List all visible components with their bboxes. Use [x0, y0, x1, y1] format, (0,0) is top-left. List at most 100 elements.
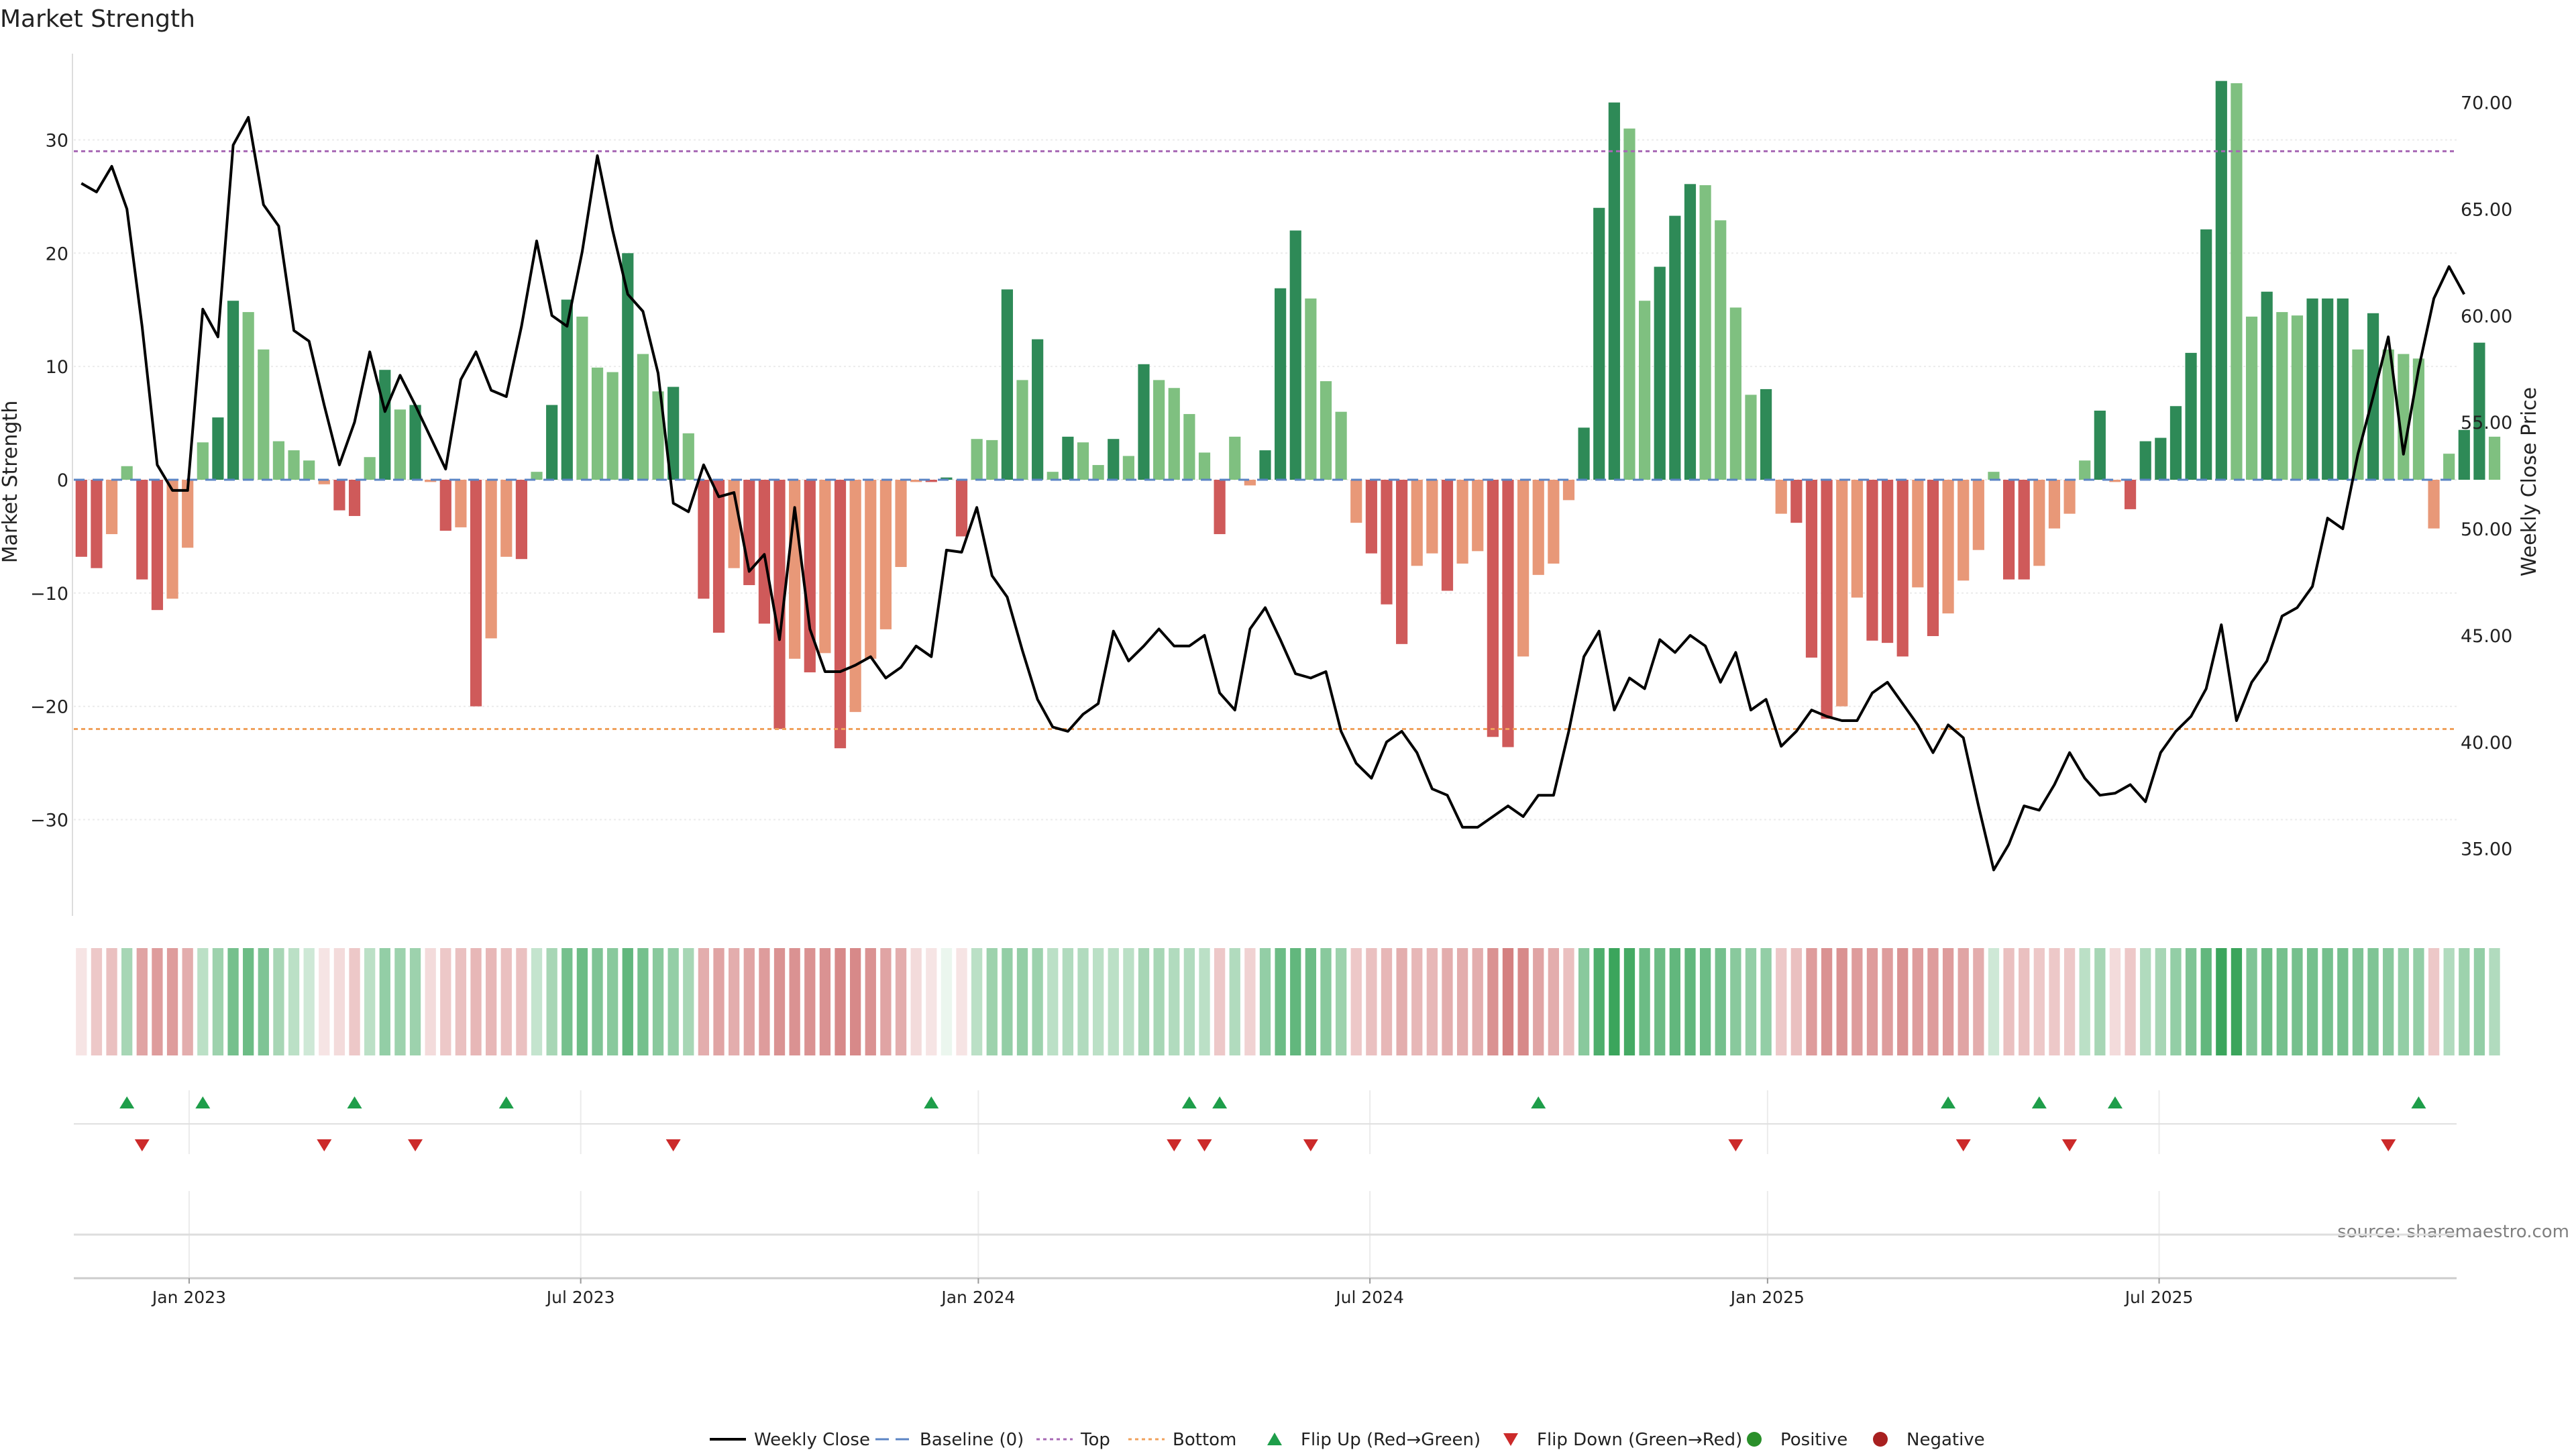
- strength-bar: [105, 480, 118, 535]
- heat-strip-cell: [2033, 948, 2045, 1055]
- heat-strip-cell: [2231, 948, 2243, 1055]
- y-left-tick-label: −30: [30, 811, 68, 831]
- strength-bar: [2200, 229, 2212, 480]
- heat-strip-cell: [500, 948, 512, 1055]
- strength-bar: [500, 480, 513, 557]
- strength-bar: [698, 480, 710, 599]
- heat-strip-cell: [91, 948, 103, 1055]
- heat-strip-cell: [2367, 948, 2379, 1055]
- heat-strip-cell: [1609, 948, 1620, 1055]
- strength-bar: [1198, 452, 1211, 480]
- heat-strip-cell: [592, 948, 603, 1055]
- strength-bar: [1654, 266, 1666, 480]
- strength-bar: [1699, 185, 1711, 480]
- heat-strip-cell: [1275, 948, 1286, 1055]
- strength-bar: [1001, 289, 1013, 480]
- heat-strip-cell: [759, 948, 770, 1055]
- legend-label: Negative: [1907, 1430, 1985, 1449]
- strength-bar: [1578, 427, 1590, 480]
- heat-strip-cell: [1214, 948, 1226, 1055]
- strength-bar: [667, 386, 680, 480]
- legend-layer: Weekly Close Baseline (0) Top Bottom Flip Up…: [710, 1430, 1985, 1450]
- heat-strip-cell: [2170, 948, 2182, 1055]
- heat-strip-cell: [212, 948, 224, 1055]
- heat-strip-cell: [743, 948, 755, 1055]
- heat-strip-cell: [333, 948, 345, 1055]
- strength-bar: [151, 480, 164, 611]
- heat-strip-cell: [166, 948, 178, 1055]
- heat-strip-cell: [1776, 948, 1787, 1055]
- strength-bar: [1259, 450, 1271, 480]
- strength-bar: [1957, 480, 1970, 581]
- strength-bar: [1942, 480, 1954, 614]
- strength-bar: [1153, 380, 1165, 480]
- strength-bar: [1183, 414, 1195, 480]
- heat-strip-cell: [1047, 948, 1059, 1055]
- strength-bar: [1138, 364, 1150, 480]
- strength-bar: [2488, 436, 2501, 480]
- heat-strip-cell: [409, 948, 421, 1055]
- flip-down-marker: [665, 1139, 681, 1151]
- heat-strip-cell: [2261, 948, 2273, 1055]
- legend-label: Flip Up (Red→Green): [1301, 1430, 1481, 1449]
- flip-down-marker: [1728, 1139, 1743, 1151]
- strength-bar: [1896, 480, 1909, 657]
- strength-bar: [1046, 472, 1059, 480]
- x-tick-label: Jul 2024: [1334, 1288, 1404, 1307]
- heat-strip-cell: [910, 948, 922, 1055]
- heat-strip-cell: [1851, 948, 1863, 1055]
- strength-bar: [470, 480, 482, 707]
- strength-bar: [1532, 480, 1544, 575]
- legend-label: Positive: [1780, 1430, 1847, 1449]
- strength-bar: [879, 480, 892, 629]
- legend-swatch-flip-down: [1503, 1433, 1518, 1446]
- strength-bar: [1456, 480, 1468, 564]
- heat-strip-cell: [1381, 948, 1393, 1055]
- strength-bar: [1350, 480, 1362, 523]
- strength-bar: [1562, 480, 1575, 501]
- heat-strip-cell: [76, 948, 87, 1055]
- strength-bar: [1805, 480, 1818, 658]
- heat-strip-cell: [2246, 948, 2257, 1055]
- heat-strip-cell: [273, 948, 284, 1055]
- heat-strip-cell: [1548, 948, 1560, 1055]
- y-right-tick-label: 70.00: [2461, 93, 2512, 114]
- grid-layer: [74, 139, 2457, 1278]
- strength-bar: [2428, 480, 2440, 529]
- heat-strip-cell: [1472, 948, 1483, 1055]
- strength-bar: [1608, 102, 1620, 480]
- strength-bar: [955, 480, 968, 537]
- legend-swatch-negative: [1873, 1432, 1888, 1447]
- heat-strip-cell: [1108, 948, 1119, 1055]
- heat-strip-cell: [1882, 948, 1893, 1055]
- x-tick-label: Jul 2025: [2124, 1288, 2194, 1307]
- heat-strip-cell: [622, 948, 633, 1055]
- heat-strip-cell: [2185, 948, 2197, 1055]
- price-line-layer: [80, 115, 2466, 872]
- strength-bar: [1669, 215, 1681, 480]
- heat-strip-cell: [2079, 948, 2090, 1055]
- strength-bar: [303, 460, 315, 480]
- heat-strip-cell: [2428, 948, 2440, 1055]
- legend-label: Bottom: [1173, 1430, 1236, 1449]
- flip-up-marker: [195, 1096, 211, 1108]
- strength-bar: [2276, 312, 2288, 480]
- strength-bar: [1381, 480, 1393, 605]
- heat-strip-cell: [1335, 948, 1347, 1055]
- strength-bar: [2094, 411, 2106, 480]
- flip-down-marker: [2381, 1139, 2396, 1151]
- heat-strip-cell: [364, 948, 376, 1055]
- strength-bar: [258, 349, 270, 480]
- heat-strip-cell: [1866, 948, 1878, 1055]
- heat-strip-cell: [865, 948, 876, 1055]
- heat-strip-cell: [895, 948, 907, 1055]
- strength-bar: [1168, 388, 1180, 480]
- heat-strip-cell: [1517, 948, 1529, 1055]
- heat-strip-cell: [455, 948, 467, 1055]
- strength-bar: [1760, 388, 1772, 480]
- heat-strip-cell: [2109, 948, 2121, 1055]
- heat-strip-cell: [1973, 948, 1984, 1055]
- strength-bar: [591, 367, 604, 480]
- strength-bar: [425, 480, 437, 482]
